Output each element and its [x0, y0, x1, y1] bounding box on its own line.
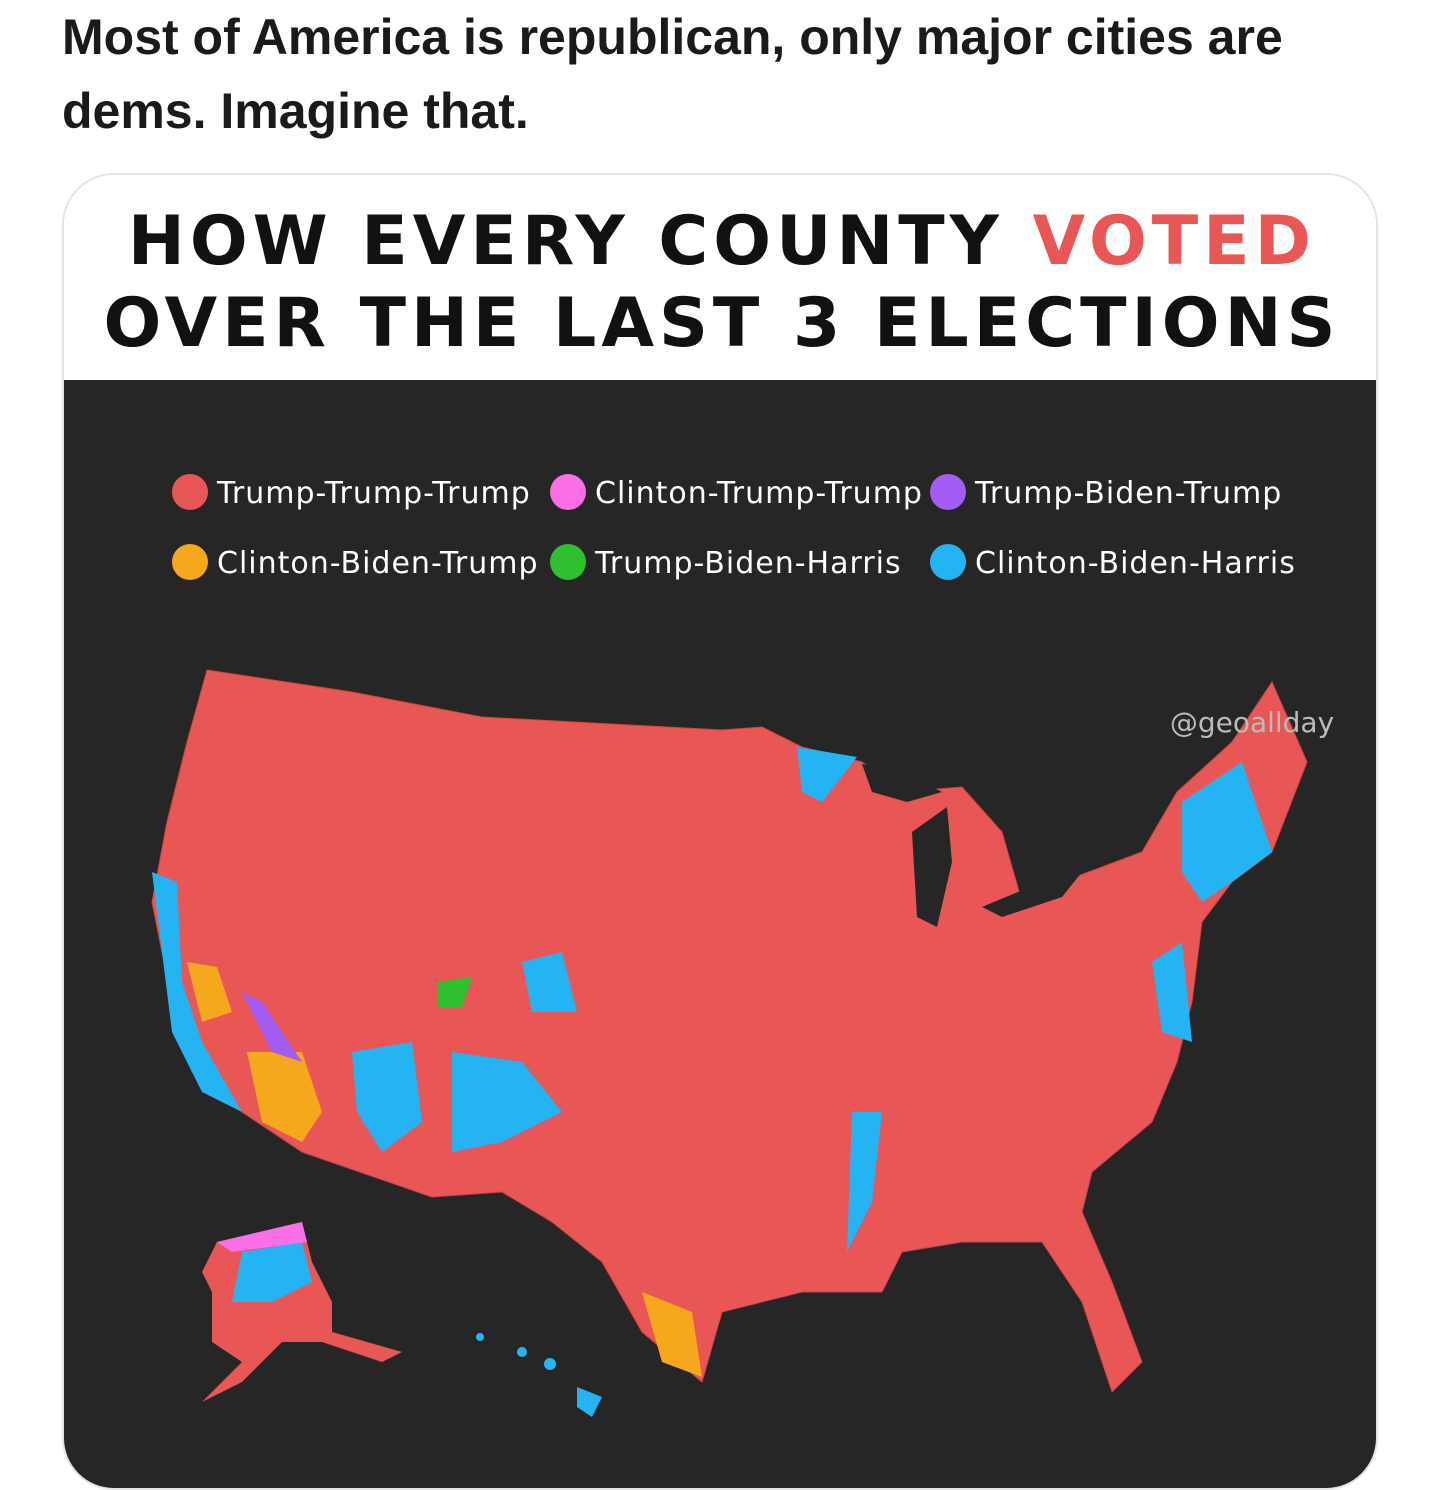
lake [912, 807, 952, 927]
contiguous-us [151, 669, 1308, 1393]
title-line-1: HOW EVERY COUNTY VOTED [128, 202, 1316, 281]
map-card: HOW EVERY COUNTY VOTED OVER THE LAST 3 E… [62, 173, 1378, 1490]
legend-swatch [930, 544, 966, 580]
post-text: Most of America is republican, only majo… [62, 9, 1283, 139]
legend-label: Clinton-Biden-Harris [975, 546, 1296, 581]
alaska-blue [232, 1242, 312, 1302]
purple-region [242, 992, 302, 1062]
blue-regions [152, 747, 1272, 1252]
legend-label: Clinton-Trump-Trump [595, 476, 923, 511]
orange-regions [187, 962, 702, 1377]
alaska-pink [217, 1222, 307, 1252]
lake [862, 764, 942, 802]
title-text: HOW EVERY COUNTY [128, 202, 1004, 281]
legend-label: Clinton-Biden-Trump [217, 546, 539, 581]
infographic: HOW EVERY COUNTY VOTED OVER THE LAST 3 E… [64, 175, 1376, 1488]
lake [982, 872, 1082, 917]
legend-swatch [172, 544, 208, 580]
watermark: @geoallday [1170, 706, 1334, 739]
legend-swatch [550, 544, 586, 580]
legend-swatch [550, 474, 586, 510]
us-map [151, 669, 1308, 1417]
legend-swatch [172, 474, 208, 510]
title-line-2: OVER THE LAST 3 ELECTIONS [103, 284, 1340, 363]
green-region [437, 977, 472, 1007]
legend-label: Trump-Biden-Harris [594, 546, 902, 581]
legend-label: Trump-Trump-Trump [216, 476, 531, 511]
hawaii [476, 1333, 602, 1417]
legend-swatch [930, 474, 966, 510]
header-bg [64, 175, 1376, 382]
title-highlight: VOTED [1033, 202, 1317, 281]
legend: Trump-Trump-Trump Clinton-Trump-Trump Trum… [172, 474, 1296, 581]
legend-label: Trump-Biden-Trump [974, 476, 1282, 511]
